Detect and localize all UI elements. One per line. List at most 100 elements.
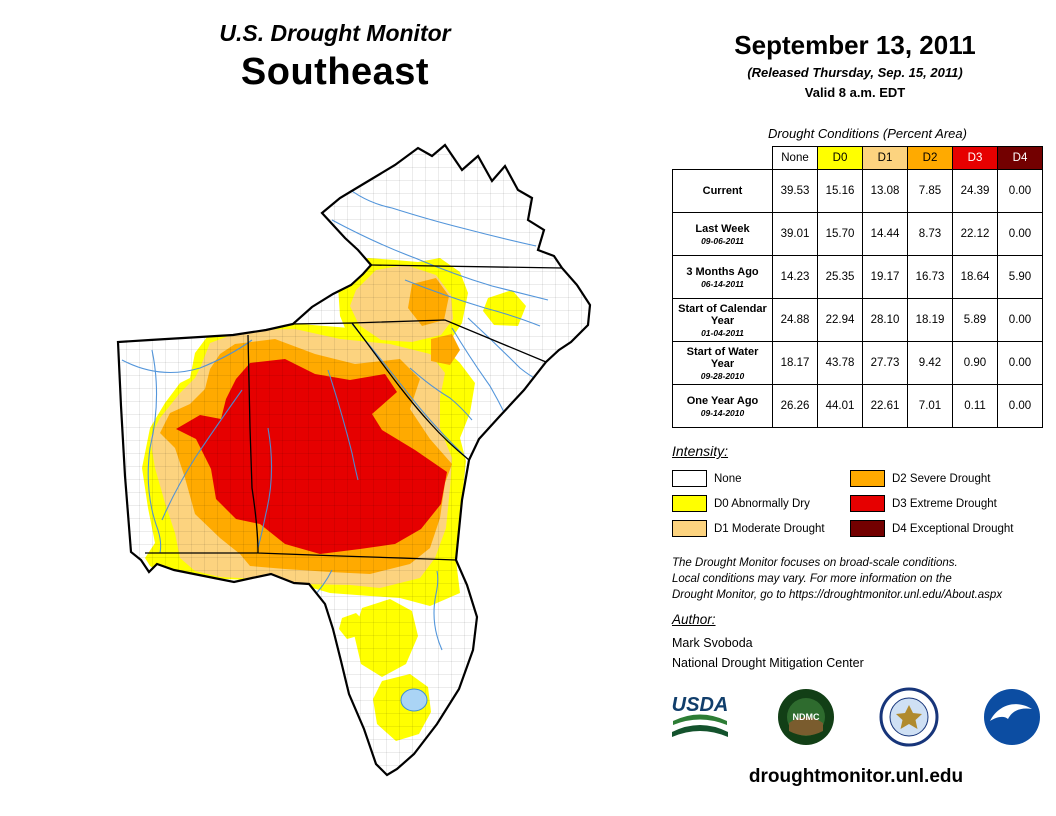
cell-value: 24.39 (952, 169, 998, 213)
cell-value: 19.17 (862, 255, 908, 299)
map-title-block: U.S. Drought Monitor Southeast (95, 20, 575, 94)
lake-okeechobee (400, 688, 428, 712)
release-date: (Released Thursday, Sep. 15, 2011) (747, 65, 963, 80)
cell-value: 0.11 (952, 384, 998, 428)
cell-value: 5.89 (952, 298, 998, 342)
cell-value: 0.00 (997, 341, 1043, 385)
usda-text: USDA (672, 694, 729, 716)
cell-value: 7.85 (907, 169, 953, 213)
cell-value: 22.61 (862, 384, 908, 428)
row-label: 3 Months Ago 06-14-2011 (672, 255, 773, 299)
none-swatch (672, 470, 707, 487)
table-row: 3 Months Ago 06-14-2011 14.23 25.35 19.17… (672, 255, 1043, 299)
usda-swoosh-top (673, 714, 727, 725)
table-header-row: None D0 D1 D2 D3 D4 (673, 146, 1043, 170)
table-row: Last Week 09-06-2011 39.01 15.70 14.44 8.… (672, 212, 1043, 256)
noaa-gull (990, 704, 1032, 721)
noaa-logo (984, 689, 1040, 745)
col-header-d0: D0 (817, 146, 863, 170)
cell-value: 27.73 (862, 341, 908, 385)
doc-emblem (896, 705, 922, 729)
map-date: September 13, 2011 (734, 30, 976, 60)
row-label: One Year Ago 09-14-2010 (672, 384, 773, 428)
cell-value: 0.00 (997, 384, 1043, 428)
commerce-seal-logo (879, 687, 939, 747)
ndmc-text: NDMC (793, 712, 820, 722)
d2-swatch (850, 470, 885, 487)
cell-value: 7.01 (907, 384, 953, 428)
table-row: Current 39.53 15.16 13.08 7.85 24.39 0.0… (672, 169, 1043, 213)
drought-map (116, 143, 592, 777)
cell-value: 15.70 (817, 212, 863, 256)
author-org: National Drought Mitigation Center (672, 656, 864, 670)
cell-value: 0.90 (952, 341, 998, 385)
cell-value: 16.73 (907, 255, 953, 299)
cell-value: 39.01 (772, 212, 818, 256)
cell-value: 44.01 (817, 384, 863, 428)
footer-url: droughtmonitor.unl.edu (748, 766, 964, 787)
ndmc-logo: NDMC (778, 689, 834, 745)
col-header-d4: D4 (997, 146, 1043, 170)
cell-value: 28.10 (862, 298, 908, 342)
col-header-none: None (772, 146, 818, 170)
cell-value: 39.53 (772, 169, 818, 213)
cell-value: 13.08 (862, 169, 908, 213)
legend-item-d1: D1 Moderate Drought (672, 516, 850, 541)
state-borders (145, 264, 563, 561)
legend-item-d0: D0 Abnormally Dry (672, 491, 850, 516)
logo-row: USDA NDMC (666, 686, 1042, 748)
d3-swatch (850, 495, 885, 512)
cell-value: 22.94 (817, 298, 863, 342)
table-caption: Drought Conditions (Percent Area) (768, 126, 967, 141)
table-row: Start of Calendar Year 01-04-2011 24.88 2… (672, 298, 1043, 342)
noaa-circle (984, 689, 1040, 745)
region-title: Southeast (240, 51, 430, 93)
legend-item-d2: D2 Severe Drought (850, 466, 1042, 491)
d1-swatch (672, 520, 707, 537)
cell-value: 14.23 (772, 255, 818, 299)
table-row: Start of Water Year 09-28-2010 18.17 43.7… (672, 341, 1043, 385)
cell-value: 14.44 (862, 212, 908, 256)
table-row: One Year Ago 09-14-2010 26.26 44.01 22.61… (672, 384, 1043, 428)
author-heading: Author: (672, 612, 716, 627)
county-lines (118, 145, 590, 775)
row-label: Start of Water Year 09-28-2010 (672, 341, 773, 385)
legend-heading: Intensity: (672, 443, 729, 459)
cell-value: 9.42 (907, 341, 953, 385)
cell-value: 5.90 (997, 255, 1043, 299)
cell-value: 18.17 (772, 341, 818, 385)
disclaimer-text: The Drought Monitor focuses on broad-sca… (672, 557, 1003, 601)
usda-logo: USDA (672, 694, 729, 737)
cell-value: 18.64 (952, 255, 998, 299)
col-header-d2: D2 (907, 146, 953, 170)
legend-item-d4: D4 Exceptional Drought (850, 516, 1042, 541)
cell-value: 8.73 (907, 212, 953, 256)
table-corner-cell (673, 147, 773, 170)
cell-value: 15.16 (817, 169, 863, 213)
cell-value: 18.19 (907, 298, 953, 342)
col-header-d3: D3 (952, 146, 998, 170)
ndmc-hill (789, 717, 823, 736)
cell-value: 0.00 (997, 169, 1043, 213)
d4-swatch (850, 520, 885, 537)
date-block: September 13, 2011 (Released Thursday, S… (665, 30, 1045, 100)
map-land (118, 145, 590, 775)
valid-time: Valid 8 a.m. EDT (804, 85, 906, 100)
author-name: Mark Svoboda (672, 636, 753, 650)
legend-item-d3: D3 Extreme Drought (850, 491, 1042, 516)
intensity-legend: Intensity: None D0 Abnormally Dry D1 Mod… (672, 443, 1042, 541)
cell-value: 0.00 (997, 212, 1043, 256)
row-label: Last Week 09-06-2011 (672, 212, 773, 256)
cell-value: 43.78 (817, 341, 863, 385)
col-header-d1: D1 (862, 146, 908, 170)
cell-value: 26.26 (772, 384, 818, 428)
cell-value: 22.12 (952, 212, 998, 256)
author-block: Author: Mark Svoboda National Drought Mi… (672, 612, 1042, 670)
cell-value: 0.00 (997, 298, 1043, 342)
usda-swoosh-bottom (672, 725, 728, 737)
legend-item-none: None (672, 466, 850, 491)
report-kicker: U.S. Drought Monitor (219, 20, 451, 46)
drought-conditions-table: None D0 D1 D2 D3 D4 Current 39.53 15.16 … (672, 146, 1043, 428)
region-outline (116, 143, 592, 777)
